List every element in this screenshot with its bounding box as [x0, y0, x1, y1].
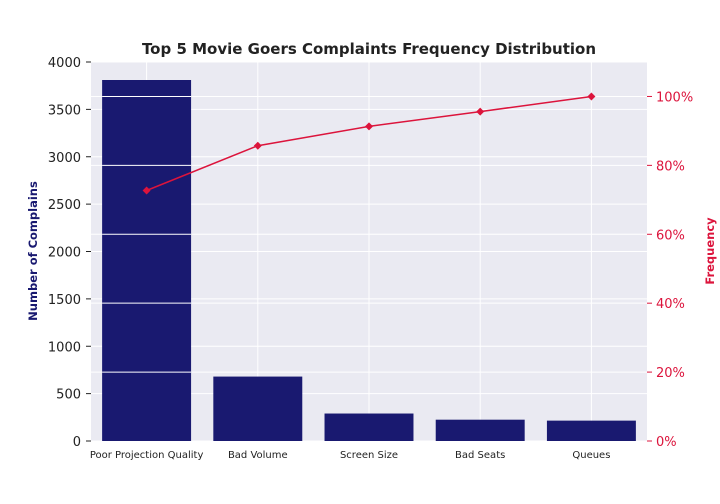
x-tick-label: Queues: [572, 450, 610, 461]
cumulative-line-series: [142, 92, 596, 195]
right-tick-label: 80%: [656, 159, 685, 174]
left-tick-label: 500: [56, 388, 81, 403]
y-axis-label: Number of Complains: [26, 181, 40, 321]
right-tick-label: 40%: [656, 297, 685, 312]
bar: [213, 376, 303, 441]
left-tick-label: 2500: [48, 198, 81, 213]
line-point: [253, 141, 262, 150]
left-tick-label: 1000: [48, 340, 81, 355]
left-tick-label: 0: [73, 435, 81, 450]
right-tick-label: 20%: [656, 366, 685, 381]
bar: [546, 420, 636, 441]
bar: [324, 413, 414, 441]
right-tick-label: 100%: [656, 90, 693, 105]
line-point: [476, 107, 485, 116]
x-tick-label: Poor Projection Quality: [90, 450, 204, 461]
bar-series: [102, 80, 636, 441]
bar: [102, 80, 192, 441]
chart-title: Top 5 Movie Goers Complaints Frequency D…: [142, 40, 596, 58]
x-tick-label: Screen Size: [340, 450, 398, 461]
x-tick-label: Bad Volume: [228, 450, 288, 461]
left-y-axis: 0 500 1000 1500 2000 2500 3000 3500 4000: [48, 56, 91, 450]
line-point: [587, 92, 596, 101]
left-tick-label: 3000: [48, 151, 81, 166]
left-tick-label: 4000: [48, 56, 81, 71]
left-tick-label: 3500: [48, 103, 81, 118]
bar: [435, 419, 525, 441]
left-tick-label: 2000: [48, 246, 81, 261]
left-tick-label: 1500: [48, 293, 81, 308]
bar-separators: [102, 95, 192, 373]
line-point: [365, 122, 373, 131]
y2-axis-label: Frequency: [703, 217, 717, 285]
right-y-axis: 0% 20% 40% 60% 80% 100%: [647, 90, 693, 450]
x-axis: Poor Projection Quality Bad Volume Screen …: [90, 450, 611, 461]
right-tick-label: 0%: [656, 435, 677, 450]
line-point: [142, 186, 151, 195]
right-tick-label: 60%: [656, 228, 685, 243]
x-tick-label: Bad Seats: [455, 450, 505, 461]
